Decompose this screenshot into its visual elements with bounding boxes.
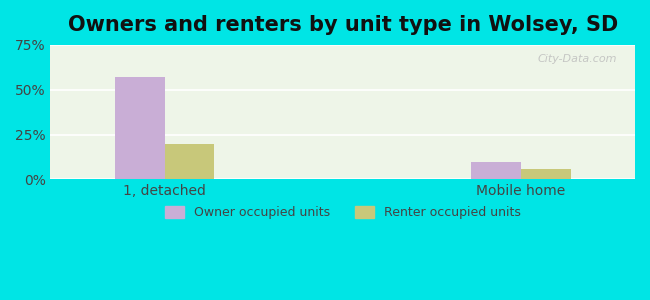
Title: Owners and renters by unit type in Wolsey, SD: Owners and renters by unit type in Wolse…	[68, 15, 618, 35]
Bar	[164, 144, 214, 179]
Legend: Owner occupied units, Renter occupied units: Owner occupied units, Renter occupied un…	[160, 201, 525, 224]
Bar	[114, 77, 164, 179]
Bar	[521, 169, 571, 179]
Bar	[471, 161, 521, 179]
Text: City-Data.com: City-Data.com	[538, 54, 617, 64]
